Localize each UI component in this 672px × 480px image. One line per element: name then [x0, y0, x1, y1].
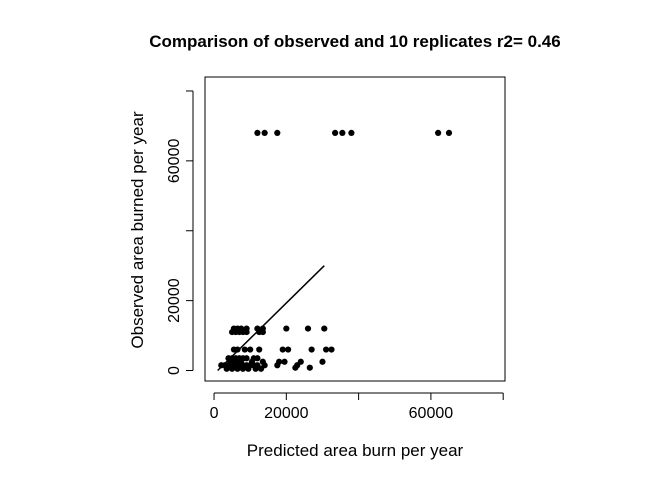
- y-tick-label: 0: [166, 366, 183, 375]
- data-point: [254, 355, 261, 362]
- data-point: [328, 346, 335, 353]
- data-points: [218, 129, 453, 372]
- data-point: [274, 362, 281, 369]
- x-axis: 0 20000 60000: [210, 392, 504, 422]
- data-point: [238, 325, 245, 332]
- data-point: [339, 129, 346, 137]
- data-point: [281, 358, 288, 365]
- y-axis: 0 20000 60000: [166, 90, 194, 375]
- y-tick-label: 20000: [166, 278, 183, 323]
- x-axis-label: Predicted area burn per year: [247, 441, 464, 460]
- data-point: [254, 325, 261, 332]
- data-point: [308, 346, 315, 353]
- data-point: [259, 325, 266, 332]
- data-point: [261, 129, 268, 137]
- data-point: [257, 365, 265, 372]
- data-point: [445, 129, 453, 137]
- data-point: [435, 129, 442, 137]
- x-tick-label: 0: [210, 405, 219, 422]
- data-point: [306, 364, 313, 371]
- x-tick-label: 20000: [264, 405, 309, 422]
- data-point: [348, 129, 355, 137]
- data-point: [319, 358, 326, 365]
- data-point: [254, 129, 261, 137]
- fit-line: [217, 265, 325, 372]
- data-point: [279, 346, 286, 353]
- data-point: [243, 355, 250, 362]
- data-point: [234, 346, 241, 353]
- data-point: [304, 325, 312, 332]
- y-axis-label: Observed area burned per year: [128, 111, 147, 349]
- data-point: [241, 346, 248, 353]
- data-point: [223, 365, 230, 372]
- data-point: [285, 346, 292, 353]
- data-point: [332, 129, 339, 137]
- data-point: [239, 365, 247, 372]
- data-point: [322, 346, 330, 353]
- data-point: [243, 325, 250, 332]
- data-point: [245, 365, 252, 372]
- x-tick-label: 60000: [409, 405, 454, 422]
- data-point: [234, 365, 241, 372]
- data-point: [247, 346, 254, 353]
- plot-frame: [204, 76, 506, 382]
- data-point: [229, 365, 236, 372]
- data-point: [321, 325, 328, 332]
- data-point: [256, 346, 263, 353]
- data-point: [283, 325, 290, 332]
- fit-line-group: [217, 265, 325, 372]
- data-point: [274, 129, 281, 137]
- data-point: [252, 365, 259, 372]
- data-point: [292, 364, 299, 371]
- chart-title: Comparison of observed and 10 replicates…: [149, 32, 560, 51]
- y-tick-label: 60000: [166, 139, 183, 184]
